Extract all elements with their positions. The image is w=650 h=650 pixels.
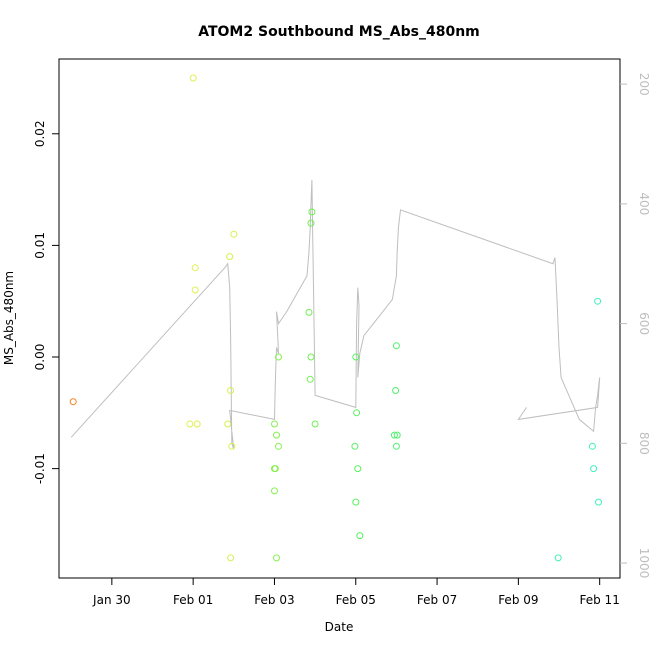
y2-axis: 200 400 600 800 1000 xyxy=(620,73,650,579)
data-point xyxy=(226,253,234,261)
data-point xyxy=(271,420,278,428)
data-point xyxy=(189,74,197,82)
data-point xyxy=(271,465,278,473)
data-point xyxy=(392,387,400,394)
data-point xyxy=(271,487,278,495)
y-tick-label: -0.01 xyxy=(33,453,47,484)
data-point xyxy=(186,420,194,428)
data-point xyxy=(356,532,364,540)
x-tick-label: Feb 07 xyxy=(417,593,457,607)
data-point xyxy=(354,465,362,473)
data-point xyxy=(392,442,400,450)
y-tick-label: 0.02 xyxy=(33,120,47,147)
depth-series-line xyxy=(70,179,601,450)
data-point xyxy=(228,442,236,450)
data-point xyxy=(353,409,361,417)
data-point xyxy=(554,554,562,562)
x-tick-label: Feb 05 xyxy=(336,593,376,607)
data-point xyxy=(308,208,316,216)
chart-title: ATOM2 Southbound MS_Abs_480nm xyxy=(198,24,480,40)
y2-tick-label: 800 xyxy=(637,432,650,455)
data-point xyxy=(307,353,315,361)
data-point xyxy=(594,297,602,305)
x-axis: Jan 30 Feb 01 Feb 03 Feb 05 Feb 07 Feb 09 Feb … xyxy=(92,578,620,607)
data-point xyxy=(352,353,360,361)
data-point xyxy=(311,420,319,428)
data-point xyxy=(230,230,238,238)
data-point xyxy=(590,465,598,473)
data-point xyxy=(227,554,235,562)
depth-line-layer xyxy=(70,179,601,450)
data-point xyxy=(227,387,235,394)
y-axis: -0.01 0.00 0.01 0.02 xyxy=(33,120,60,484)
data-point xyxy=(588,442,596,450)
y-tick-label: 0.01 xyxy=(33,232,47,259)
data-point xyxy=(275,353,282,361)
y-axis-label: MS_Abs_480nm xyxy=(2,271,16,365)
data-point xyxy=(69,398,77,406)
x-tick-label: Feb 09 xyxy=(498,593,538,607)
y-tick-label: 0.00 xyxy=(33,344,47,371)
y2-tick-label: 400 xyxy=(637,192,650,215)
x-tick-label: Jan 30 xyxy=(92,593,131,607)
data-point xyxy=(390,431,398,439)
x-tick-label: Feb 03 xyxy=(254,593,294,607)
data-point xyxy=(193,420,201,428)
data-point xyxy=(392,342,400,350)
y2-tick-label: 200 xyxy=(637,73,650,96)
data-point xyxy=(307,219,315,227)
x-axis-label: Date xyxy=(325,620,354,634)
x-tick-label: Feb 11 xyxy=(580,593,620,607)
data-point xyxy=(351,442,359,450)
data-point xyxy=(273,554,280,562)
y2-tick-label: 1000 xyxy=(637,548,650,579)
y2-tick-label: 600 xyxy=(637,312,650,335)
data-point xyxy=(191,264,199,272)
data-point xyxy=(306,375,314,383)
x-tick-label: Feb 01 xyxy=(173,593,213,607)
data-point xyxy=(305,308,313,316)
data-point xyxy=(224,420,232,428)
data-point xyxy=(595,498,602,506)
data-point xyxy=(191,286,199,294)
data-point xyxy=(352,498,360,506)
data-point xyxy=(275,442,282,450)
data-point xyxy=(393,431,401,439)
points-layer xyxy=(69,74,602,562)
data-point xyxy=(273,431,280,439)
